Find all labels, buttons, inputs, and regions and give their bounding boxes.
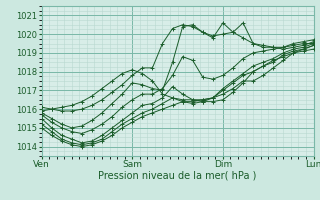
X-axis label: Pression niveau de la mer( hPa ): Pression niveau de la mer( hPa ) (99, 171, 257, 181)
